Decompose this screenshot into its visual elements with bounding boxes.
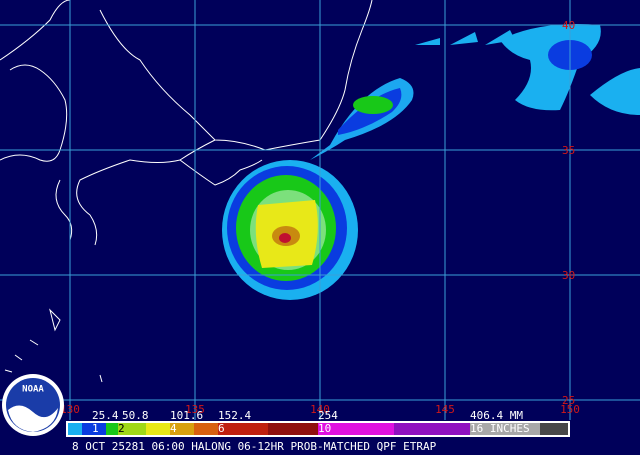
legend-inch-label: 10	[318, 422, 331, 435]
legend-mm-label: 25.4	[92, 409, 119, 422]
legend-mm-label: 406.4 MM	[470, 409, 523, 422]
legend-inch-label: 6	[218, 422, 225, 435]
legend-inch-label: 4	[170, 422, 177, 435]
lon-label: 150	[560, 403, 580, 416]
legend-inch-label: 1	[92, 422, 99, 435]
graticule	[0, 0, 640, 420]
caption: 8 OCT 25281 06:00 HALONG 06-12HR PROB-MA…	[72, 440, 437, 453]
legend-mm-label: 50.8	[122, 409, 149, 422]
lat-label: 30	[562, 269, 575, 282]
legend-mm-label: 152.4	[218, 409, 251, 422]
logo-text: NOAA	[22, 385, 44, 395]
lat-label: 40	[562, 19, 575, 32]
coastlines	[0, 0, 373, 383]
legend-inch-label: 2	[118, 422, 125, 435]
legend-inch-label: 16 INCHES	[470, 422, 530, 435]
legend	[66, 421, 570, 437]
lon-label: 145	[435, 403, 455, 416]
legend-mm-label: 101.6	[170, 409, 203, 422]
lon-label: 130	[60, 403, 80, 416]
lat-label: 35	[562, 144, 575, 157]
legend-mm-label: 254	[318, 409, 338, 422]
lon-label: 135	[185, 403, 205, 416]
precipitation	[222, 24, 640, 300]
noaa-logo: NOAA	[2, 374, 64, 436]
lat-label: 25	[562, 394, 575, 407]
lon-label: 140	[310, 403, 330, 416]
